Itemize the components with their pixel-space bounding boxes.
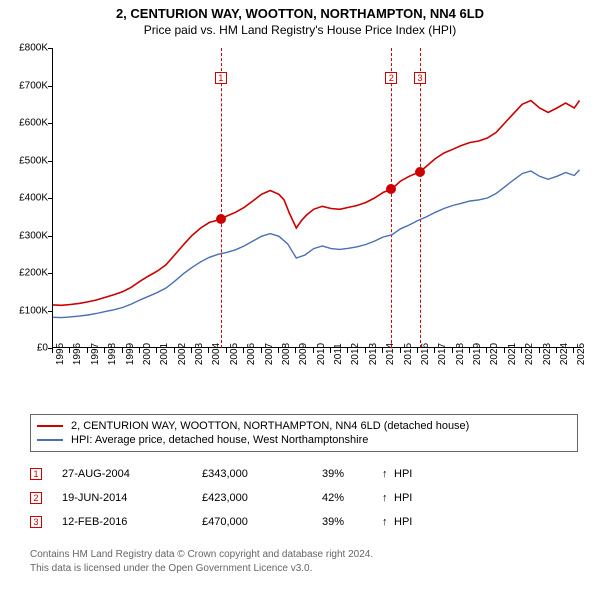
up-arrow-icon: ↑ — [382, 468, 394, 480]
sale-hpi-label-2: HPI — [394, 492, 424, 504]
y-tick-label: £300K — [4, 230, 48, 241]
sale-price-3: £470,000 — [202, 516, 322, 528]
up-arrow-icon: ↑ — [382, 492, 394, 504]
x-tick-mark — [330, 348, 331, 353]
chart-title-block: 2, CENTURION WAY, WOOTTON, NORTHAMPTON, … — [0, 0, 600, 37]
legend-item-property: 2, CENTURION WAY, WOOTTON, NORTHAMPTON, … — [37, 419, 571, 433]
sale-price-1: £343,000 — [202, 468, 322, 480]
sale-marker-2: 2 — [30, 492, 42, 504]
y-tick-label: £800K — [4, 43, 48, 54]
sale-price-2: £423,000 — [202, 492, 322, 504]
y-tick-label: £700K — [4, 80, 48, 91]
x-tick-mark — [539, 348, 540, 353]
footer-line1: Contains HM Land Registry data © Crown c… — [30, 548, 373, 562]
x-tick-mark — [382, 348, 383, 353]
sale-date-2: 19-JUN-2014 — [62, 492, 202, 504]
x-tick-mark — [87, 348, 88, 353]
x-tick-mark — [243, 348, 244, 353]
line-series-svg — [53, 48, 583, 348]
y-tick-label: £200K — [4, 268, 48, 279]
chart-title-line1: 2, CENTURION WAY, WOOTTON, NORTHAMPTON, … — [0, 6, 600, 21]
footer-attribution: Contains HM Land Registry data © Crown c… — [30, 548, 373, 575]
series-line-hpi — [53, 170, 580, 318]
sale-hpi-label-1: HPI — [394, 468, 424, 480]
x-tick-mark — [452, 348, 453, 353]
x-tick-mark — [104, 348, 105, 353]
x-tick-mark — [261, 348, 262, 353]
x-tick-mark — [313, 348, 314, 353]
x-tick-mark — [556, 348, 557, 353]
sale-marker-box: 1 — [215, 72, 227, 84]
x-tick-mark — [278, 348, 279, 353]
sale-pct-1: 39% — [322, 468, 382, 480]
x-tick-mark — [52, 348, 53, 353]
legend-item-hpi: HPI: Average price, detached house, West… — [37, 433, 571, 447]
x-tick-mark — [469, 348, 470, 353]
sale-pct-2: 42% — [322, 492, 382, 504]
sale-marker-box: 2 — [385, 72, 397, 84]
y-tick-label: £400K — [4, 193, 48, 204]
sale-data-point — [216, 214, 226, 224]
sale-marker-3: 3 — [30, 516, 42, 528]
x-tick-mark — [347, 348, 348, 353]
legend-label-hpi: HPI: Average price, detached house, West… — [71, 434, 368, 446]
x-tick-mark — [156, 348, 157, 353]
y-tick-label: £600K — [4, 118, 48, 129]
sale-row-2: 2 19-JUN-2014 £423,000 42% ↑ HPI — [30, 486, 424, 510]
sale-row-1: 1 27-AUG-2004 £343,000 39% ↑ HPI — [30, 462, 424, 486]
sale-row-3: 3 12-FEB-2016 £470,000 39% ↑ HPI — [30, 510, 424, 534]
chart-area: 123 £0£100K£200K£300K£400K£500K£600K£700… — [52, 48, 582, 378]
x-tick-mark — [365, 348, 366, 353]
sale-marker-1: 1 — [30, 468, 42, 480]
x-tick-mark — [191, 348, 192, 353]
x-tick-mark — [417, 348, 418, 353]
legend-label-property: 2, CENTURION WAY, WOOTTON, NORTHAMPTON, … — [71, 420, 469, 432]
up-arrow-icon: ↑ — [382, 516, 394, 528]
sale-data-point — [386, 184, 396, 194]
sale-marker-box: 3 — [414, 72, 426, 84]
x-tick-mark — [573, 348, 574, 353]
legend-swatch-hpi — [37, 439, 63, 441]
x-tick-mark — [521, 348, 522, 353]
x-tick-mark — [434, 348, 435, 353]
y-tick-label: £500K — [4, 155, 48, 166]
x-tick-mark — [295, 348, 296, 353]
footer-line2: This data is licensed under the Open Gov… — [30, 562, 373, 576]
y-tick-label: £100K — [4, 305, 48, 316]
sale-date-3: 12-FEB-2016 — [62, 516, 202, 528]
sale-pct-3: 39% — [322, 516, 382, 528]
y-tick-label: £0 — [4, 343, 48, 354]
sale-date-1: 27-AUG-2004 — [62, 468, 202, 480]
x-tick-mark — [122, 348, 123, 353]
series-line-property — [53, 101, 580, 306]
sale-hpi-label-3: HPI — [394, 516, 424, 528]
plot-region: 1 2 3 — [52, 48, 582, 348]
chart-title-line2: Price paid vs. HM Land Registry's House … — [0, 23, 600, 37]
x-tick-mark — [174, 348, 175, 353]
x-tick-mark — [400, 348, 401, 353]
x-tick-mark — [226, 348, 227, 353]
x-tick-mark — [504, 348, 505, 353]
sales-table: 1 27-AUG-2004 £343,000 39% ↑ HPI 2 19-JU… — [30, 462, 424, 534]
legend-box: 2, CENTURION WAY, WOOTTON, NORTHAMPTON, … — [30, 414, 578, 452]
sale-data-point — [415, 167, 425, 177]
x-tick-mark — [208, 348, 209, 353]
legend-swatch-property — [37, 425, 63, 427]
x-tick-mark — [486, 348, 487, 353]
x-tick-mark — [69, 348, 70, 353]
x-tick-mark — [139, 348, 140, 353]
